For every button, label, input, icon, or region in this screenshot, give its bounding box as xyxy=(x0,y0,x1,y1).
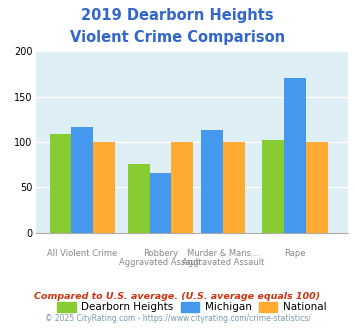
Text: Rape: Rape xyxy=(284,249,306,258)
Bar xyxy=(171,142,193,233)
Bar xyxy=(149,173,171,233)
Text: 2019 Dearborn Heights: 2019 Dearborn Heights xyxy=(81,8,274,23)
Text: Aggravated Assault: Aggravated Assault xyxy=(182,258,264,267)
Bar xyxy=(201,130,223,233)
Text: Violent Crime Comparison: Violent Crime Comparison xyxy=(70,30,285,45)
Bar xyxy=(128,164,149,233)
Bar xyxy=(50,134,71,233)
Legend: Dearborn Heights, Michigan, National: Dearborn Heights, Michigan, National xyxy=(53,298,331,316)
Bar xyxy=(93,142,115,233)
Bar xyxy=(71,127,93,233)
Text: Robbery: Robbery xyxy=(143,249,178,258)
Text: Murder & Mans...: Murder & Mans... xyxy=(187,249,259,258)
Text: Compared to U.S. average. (U.S. average equals 100): Compared to U.S. average. (U.S. average … xyxy=(34,292,321,301)
Text: © 2025 CityRating.com - https://www.cityrating.com/crime-statistics/: © 2025 CityRating.com - https://www.city… xyxy=(45,314,310,323)
Text: All Violent Crime: All Violent Crime xyxy=(47,249,118,258)
Bar xyxy=(223,142,245,233)
Bar xyxy=(284,79,306,233)
Bar xyxy=(262,140,284,233)
Text: Aggravated Assault: Aggravated Assault xyxy=(119,258,202,267)
Bar xyxy=(306,142,328,233)
